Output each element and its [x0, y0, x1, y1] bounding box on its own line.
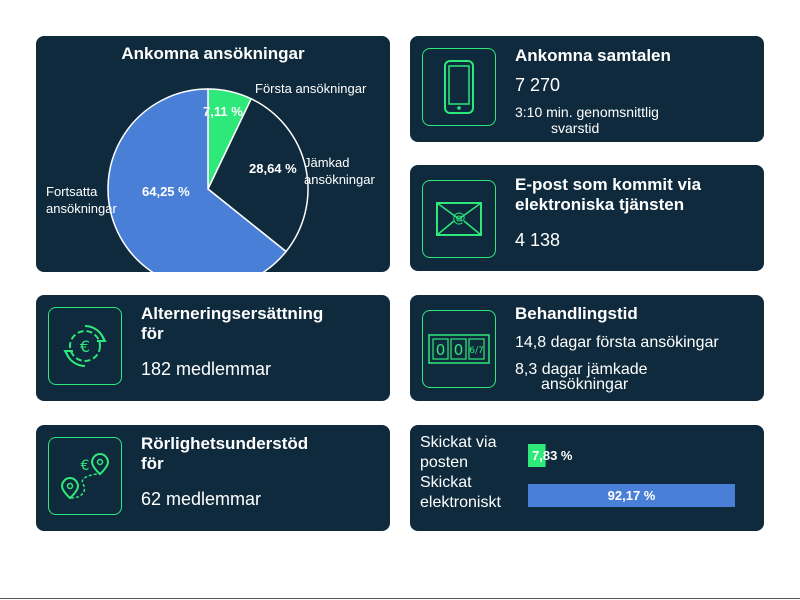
processing-line2b: ansökningar — [541, 376, 629, 393]
email-value: 4 138 — [515, 230, 561, 250]
map-pin-euro-icon: € — [48, 437, 122, 515]
mobility-title-line2: för — [141, 454, 164, 473]
sending-bar-card: 7,83 % Skickat via posten 92,17 % Skickat ele… — [410, 425, 764, 531]
processing-title: Behandlingstid — [515, 304, 638, 323]
processing-card: 0 0 6/7 Behandlingstid 14,8 dagar första… — [410, 295, 764, 401]
pie-label-jamkad: Jämkad ansökningar — [304, 155, 375, 187]
svg-text:@: @ — [453, 211, 466, 226]
bar-label-2: 92,17 % — [608, 488, 656, 503]
counter-icon: 0 0 6/7 — [422, 310, 496, 388]
counter-digit-1: 0 — [436, 341, 446, 359]
mobility-card: € Rörlighetsunderstöd för 62 medlemmar — [36, 425, 390, 531]
email-card: @ E-post som kommit via elektroniska tjä… — [410, 165, 764, 271]
bar-category-2: Skickat elektroniskt — [420, 474, 501, 511]
pie-pct-fortsatta: 64,25 % — [142, 184, 190, 199]
bar-category-1: Skickat via posten — [420, 434, 497, 471]
svg-text:€: € — [80, 337, 90, 356]
svg-text:€: € — [81, 458, 90, 474]
pie-title: Ankomna ansökningar — [121, 44, 305, 63]
pie-slice-3 — [107, 88, 288, 272]
alternation-title-line2: för — [141, 324, 164, 343]
pie-pct-jamkad: 28,64 % — [249, 161, 297, 176]
counter-digit-3: 6/7 — [469, 346, 483, 356]
bar-1 — [528, 444, 546, 467]
calls-value: 7 270 — [515, 75, 561, 95]
envelope-at-icon: @ — [422, 180, 496, 258]
pie-chart — [107, 88, 309, 272]
email-title-line2: elektroniska tjänsten — [515, 195, 685, 214]
alternation-value: 182 medlemmar — [141, 359, 272, 379]
sending-bar-chart: 7,83 % Skickat via posten 92,17 % Skickat ele… — [420, 434, 735, 511]
applications-pie-card: Ankomna ansökningar Första ansökningar J… — [36, 36, 390, 272]
counter-digit-2: 0 — [454, 341, 464, 359]
mobility-value: 62 medlemmar — [141, 489, 262, 509]
calls-title: Ankomna samtalen — [515, 46, 671, 65]
bar-label-1: 7,83 % — [532, 448, 573, 463]
pie-label-fortsatta: Fortsatta ansökningar — [46, 184, 117, 216]
email-title-line1: E-post som kommit via — [515, 175, 702, 194]
calls-card: Ankomna samtalen 7 270 3:10 min. genomsn… — [410, 36, 764, 142]
euro-cycle-gear-icon: € — [48, 307, 122, 385]
processing-line2a: 8,3 dagar jämkade — [515, 361, 648, 378]
mobility-title-line1: Rörlighetsunderstöd — [141, 434, 309, 453]
pie-pct-forsta: 7,11 % — [203, 104, 243, 119]
bottom-divider — [0, 598, 800, 599]
pie-slice-2 — [207, 97, 309, 253]
processing-line1: 14,8 dagar första ansökingar — [515, 334, 719, 351]
calls-sub-line1: 3:10 min. genomsnittlig — [515, 104, 659, 120]
pie-label-forsta: Första ansökningar — [255, 81, 367, 96]
phone-icon — [422, 48, 496, 126]
alternation-title-line1: Alterneringsersättning — [141, 304, 324, 323]
bar-2 — [528, 484, 735, 507]
calls-sub-line2: svarstid — [551, 120, 600, 136]
alternation-card: € Alterneringsersättning för 182 medlemm… — [36, 295, 390, 401]
